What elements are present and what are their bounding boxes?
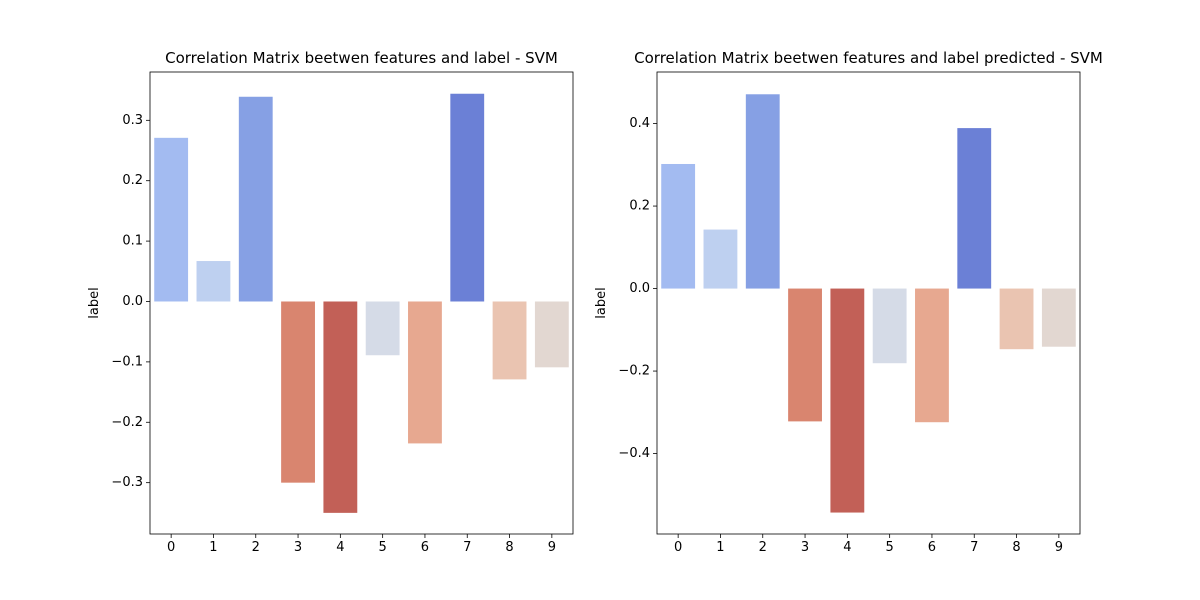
bar-4: [323, 301, 358, 513]
y-tick-label: 0.0: [122, 294, 143, 309]
x-tick-label: 5: [379, 540, 387, 555]
bar-5: [872, 288, 907, 364]
x-tick-label: 0: [167, 540, 175, 555]
y-tick-label: −0.4: [618, 446, 650, 461]
y-axis-label: label: [87, 287, 102, 318]
y-tick-label: 0.1: [122, 234, 143, 249]
chart-title: Correlation Matrix beetwen features and …: [165, 49, 558, 67]
x-tick-label: 2: [759, 540, 767, 555]
x-tick-label: 6: [928, 540, 936, 555]
y-tick-label: −0.2: [111, 415, 143, 430]
bar-9: [534, 301, 569, 368]
axes-frame: [149, 71, 574, 535]
y-tick-label: 0.2: [629, 199, 650, 214]
bar-4: [830, 288, 865, 513]
axes-frame: [656, 71, 1081, 535]
y-axis-label: label: [594, 287, 609, 318]
y-tick-label: 0.4: [629, 116, 650, 131]
bar-2: [745, 94, 780, 289]
bar-3: [788, 288, 822, 422]
bar-3: [281, 301, 315, 483]
bar-1: [196, 261, 231, 302]
x-tick-label: 8: [505, 540, 513, 555]
chart-right: −0.4 −0.2 0.0 0.2 0.4 0 1 2 3 4 5 6 7 8 9 Correlation M…: [594, 49, 1103, 555]
bar-0: [154, 137, 189, 302]
chart-left: −0.3 −0.2 −0.1 0.0 0.1 0.2 0.3 0 1 2 3 4 5 6 7 8 9 Correl…: [87, 49, 574, 555]
y-tick-label: 0.2: [122, 173, 143, 188]
y-tick-label: −0.3: [111, 475, 143, 490]
x-tick-label: 3: [294, 540, 302, 555]
x-tick-label: 2: [252, 540, 260, 555]
x-tick-label: 7: [463, 540, 471, 555]
bar-8: [999, 288, 1034, 350]
bar-0: [661, 163, 696, 289]
x-tick-label: 7: [970, 540, 978, 555]
y-tick-label: 0.0: [629, 281, 650, 296]
y-tick-label: 0.3: [122, 113, 143, 128]
bar-2: [238, 96, 273, 302]
chart-title: Correlation Matrix beetwen features and …: [634, 49, 1103, 67]
bar-1: [703, 229, 738, 289]
y-tick-label: −0.1: [111, 354, 143, 369]
y-tick-label: −0.2: [618, 364, 650, 379]
x-tick-label: 3: [801, 540, 809, 555]
bar-9: [1041, 288, 1076, 347]
x-tick-label: 8: [1012, 540, 1020, 555]
bar-7: [450, 93, 485, 302]
x-tick-label: 6: [421, 540, 429, 555]
x-tick-label: 5: [886, 540, 894, 555]
bar-8: [492, 301, 527, 380]
bar-6: [408, 301, 442, 444]
x-tick-label: 4: [843, 540, 851, 555]
bar-7: [957, 128, 992, 289]
x-tick-label: 9: [1055, 540, 1063, 555]
x-tick-label: 1: [209, 540, 217, 555]
bar-6: [915, 288, 949, 423]
bar-5: [365, 301, 400, 356]
x-tick-label: 0: [674, 540, 682, 555]
x-tick-label: 9: [548, 540, 556, 555]
x-tick-label: 4: [336, 540, 344, 555]
x-tick-label: 1: [716, 540, 724, 555]
